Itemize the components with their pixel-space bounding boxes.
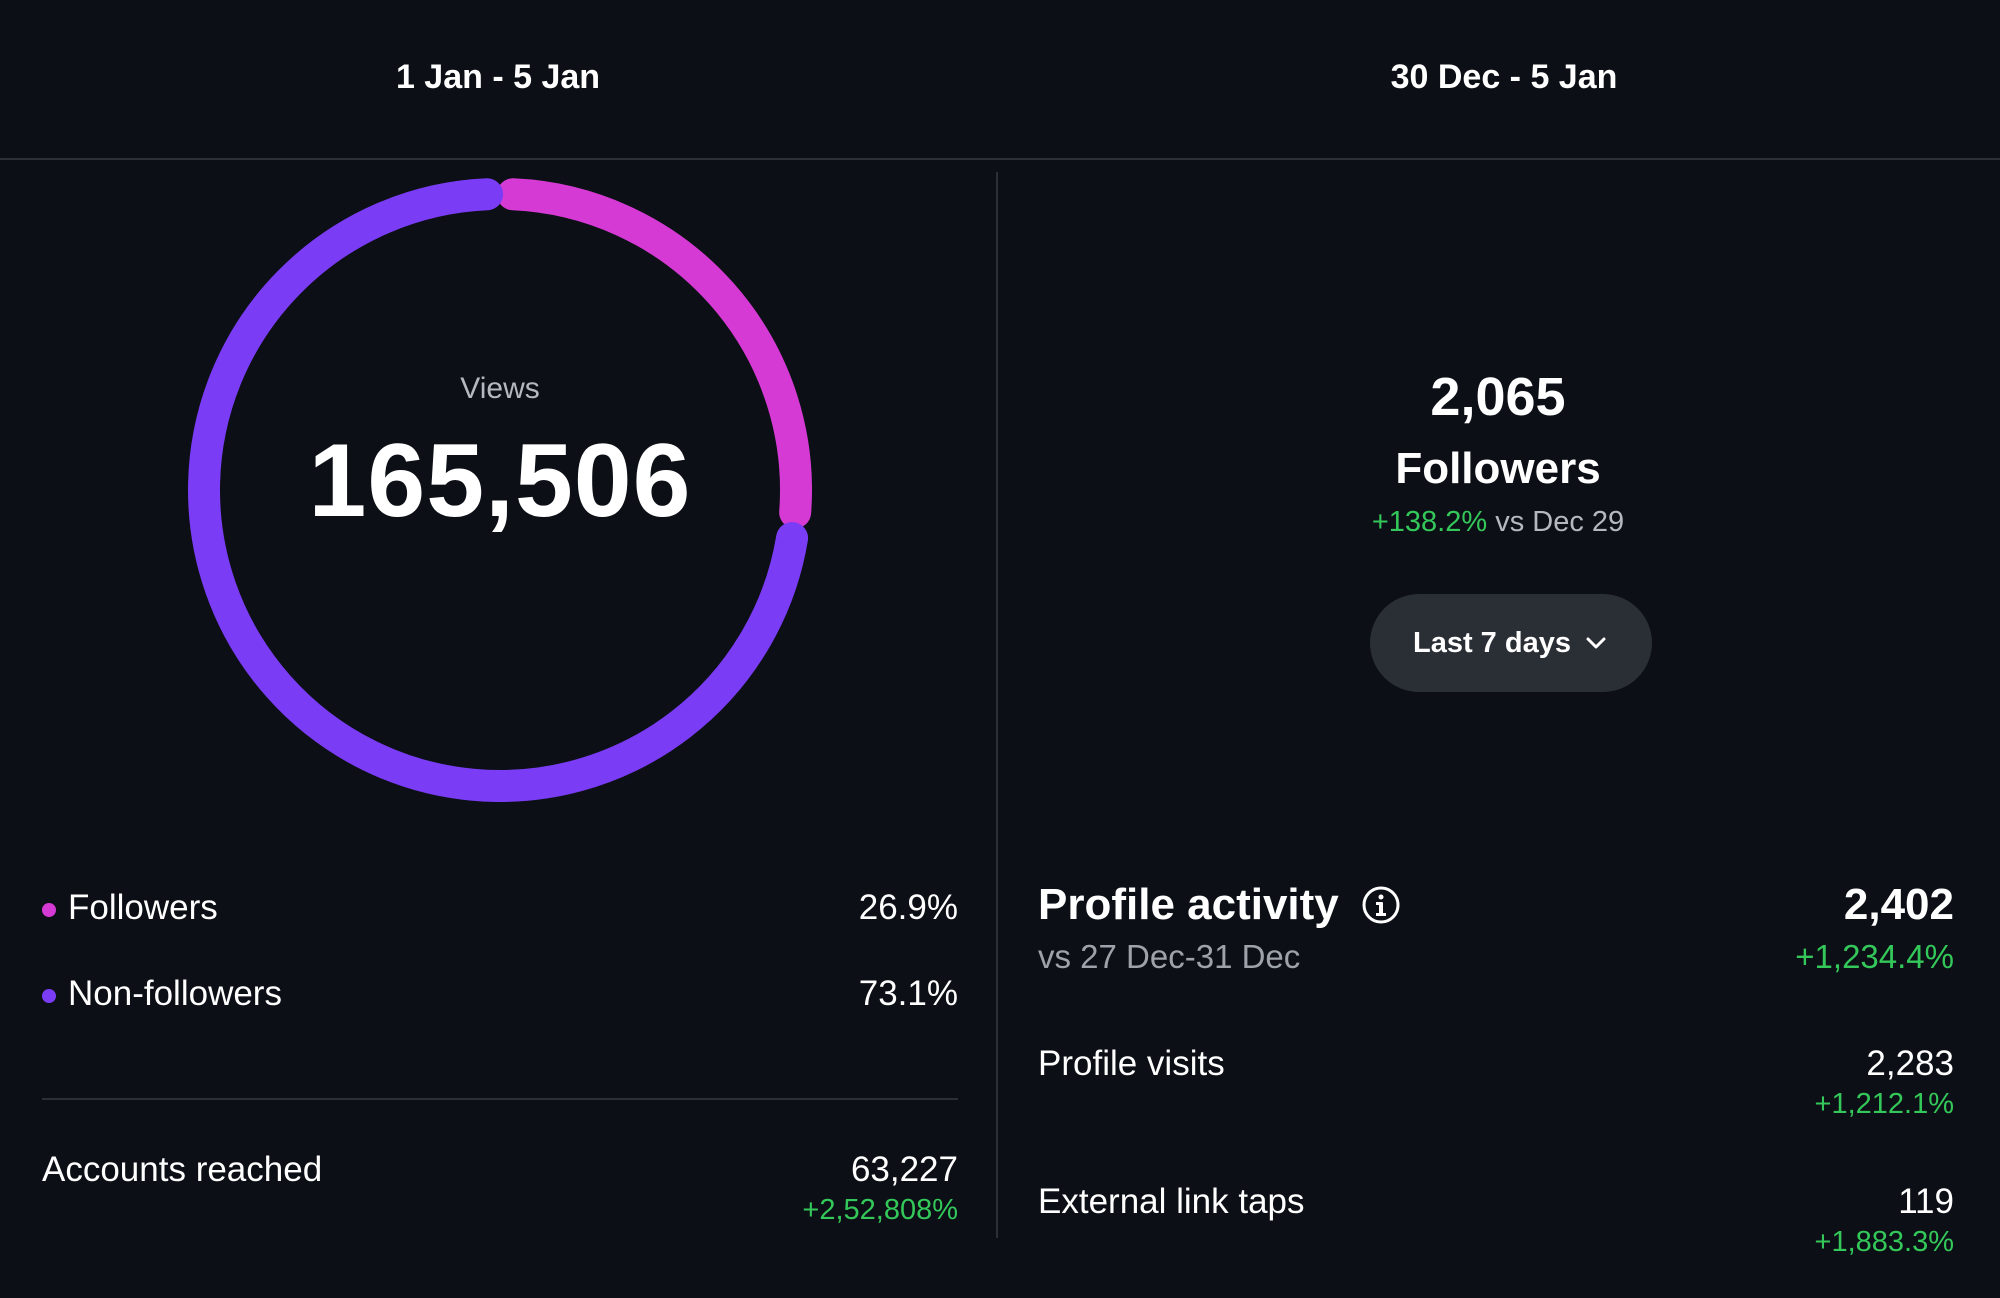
legend-label: Followers bbox=[68, 888, 218, 927]
profile-activity-comparison: vs 27 Dec-31 Dec bbox=[1038, 938, 1301, 975]
date-range-label: Last 7 days bbox=[1413, 626, 1571, 659]
followers-change-percent: +138.2% bbox=[1371, 506, 1488, 538]
donut-arc-followers bbox=[496, 178, 812, 529]
followers-dot bbox=[42, 903, 56, 917]
accounts-reached-label: Accounts reached bbox=[42, 1150, 323, 1189]
legend-item-non-followers: Non-followers 73.1% bbox=[42, 974, 958, 1024]
left-date-range: 1 Jan - 5 Jan bbox=[395, 58, 601, 96]
legend-item-followers: Followers 26.9% bbox=[42, 888, 958, 938]
external-link-taps-label: External link taps bbox=[1038, 1182, 1305, 1221]
profile-visits-change: +1,212.1% bbox=[1814, 1088, 1954, 1120]
date-range-header: 1 Jan - 5 Jan 30 Dec - 5 Jan bbox=[0, 0, 2000, 160]
profile-activity-total: 2,402 bbox=[1843, 880, 1954, 929]
profile-visits-value: 2,283 bbox=[1866, 1044, 1954, 1083]
section-divider bbox=[42, 1098, 958, 1100]
info-icon[interactable] bbox=[1360, 884, 1402, 926]
legend-value: 26.9% bbox=[858, 888, 958, 927]
legend-label: Non-followers bbox=[68, 974, 282, 1013]
donut-arc-non-followers bbox=[188, 178, 809, 802]
non-followers-dot bbox=[42, 989, 56, 1003]
accounts-reached-value: 63,227 bbox=[850, 1150, 958, 1189]
followers-count: 2,065 bbox=[1430, 367, 1566, 427]
external-link-taps-change: +1,883.3% bbox=[1814, 1226, 1954, 1258]
views-donut-chart bbox=[188, 178, 812, 802]
views-total: 165,506 bbox=[308, 423, 692, 539]
views-label: Views bbox=[460, 372, 540, 405]
followers-change: +138.2% vs Dec 29 bbox=[1198, 506, 1798, 539]
profile-visits-label: Profile visits bbox=[1038, 1044, 1225, 1083]
chevron-down-icon bbox=[1583, 630, 1609, 656]
profile-activity-change: +1,234.4% bbox=[1795, 938, 1954, 975]
accounts-reached-change: +2,52,808% bbox=[802, 1194, 958, 1226]
legend-value: 73.1% bbox=[858, 974, 958, 1013]
column-divider bbox=[996, 172, 998, 1238]
followers-label: Followers bbox=[1395, 444, 1601, 493]
external-link-taps-value: 119 bbox=[1898, 1182, 1954, 1221]
followers-comparison: vs Dec 29 bbox=[1495, 506, 1625, 538]
date-range-dropdown[interactable]: Last 7 days bbox=[1370, 594, 1652, 692]
right-date-range: 30 Dec - 5 Jan bbox=[1390, 58, 1618, 96]
profile-activity-title: Profile activity bbox=[1038, 880, 1339, 929]
